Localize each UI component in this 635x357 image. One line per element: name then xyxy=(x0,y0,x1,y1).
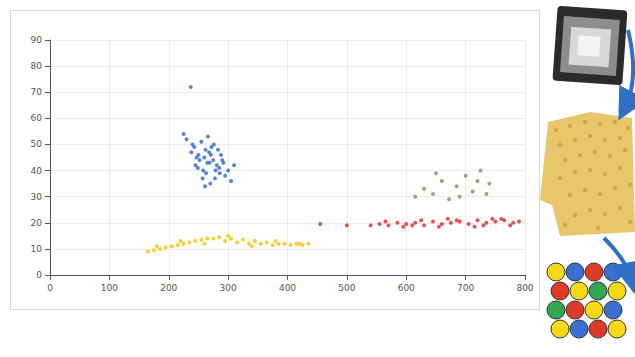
svg-text:70: 70 xyxy=(31,87,43,97)
svg-text:50: 50 xyxy=(31,139,43,149)
svg-text:0: 0 xyxy=(36,270,42,280)
svg-text:400: 400 xyxy=(279,283,296,293)
svg-text:10: 10 xyxy=(31,244,43,254)
svg-text:800: 800 xyxy=(516,283,533,293)
svg-text:700: 700 xyxy=(457,283,474,293)
svg-text:300: 300 xyxy=(220,283,237,293)
svg-text:0: 0 xyxy=(47,283,53,293)
svg-text:600: 600 xyxy=(398,283,415,293)
svg-text:60: 60 xyxy=(31,113,43,123)
svg-text:200: 200 xyxy=(160,283,177,293)
svg-text:500: 500 xyxy=(338,283,355,293)
svg-text:40: 40 xyxy=(31,166,43,176)
svg-text:20: 20 xyxy=(31,218,43,228)
svg-text:100: 100 xyxy=(101,283,118,293)
svg-text:30: 30 xyxy=(31,192,43,202)
svg-text:90: 90 xyxy=(31,35,43,45)
svg-text:80: 80 xyxy=(31,61,43,71)
